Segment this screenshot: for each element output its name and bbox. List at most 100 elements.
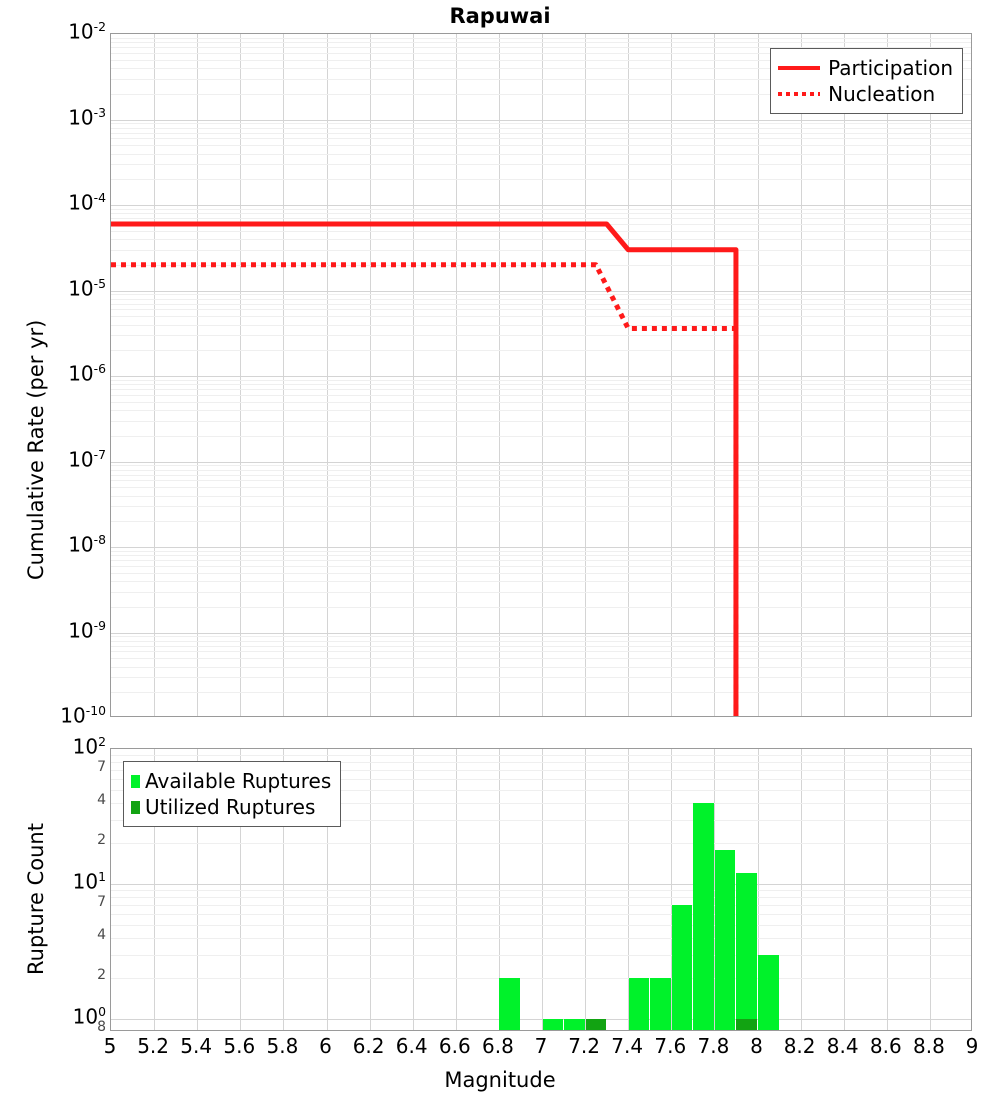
gridline-horizontal-minor [111, 350, 971, 352]
gridline-horizontal-minor [111, 249, 971, 251]
gridline-vertical [628, 34, 630, 716]
gridline-horizontal [111, 205, 971, 206]
gridline-horizontal-minor [111, 465, 971, 467]
gridline-vertical [412, 749, 414, 1030]
gridline-horizontal-minor [111, 213, 971, 215]
gridline-horizontal-minor [111, 904, 971, 906]
y-tick-label: 10-3 [68, 104, 106, 130]
y-tick-label: 10-4 [68, 190, 106, 215]
gridline-vertical [757, 749, 759, 1030]
gridline-horizontal-minor [111, 68, 971, 70]
legend-label-available-ruptures: Available Ruptures [145, 769, 332, 793]
x-axis-title: Magnitude [444, 1068, 556, 1092]
nucleation-line-icon [778, 92, 821, 96]
gridline-vertical [886, 34, 888, 716]
gridline-horizontal-minor [111, 298, 971, 300]
gridline-horizontal-minor [111, 309, 971, 311]
x-tick-label: 7.2 [568, 1034, 600, 1058]
histogram-bar [714, 849, 736, 1030]
gridline-horizontal-minor [111, 495, 971, 497]
histogram-bar [499, 978, 520, 1030]
y-tick-label-minor: 2 [97, 967, 106, 984]
gridline-horizontal-minor [111, 565, 971, 567]
x-tick-label: 6 [319, 1034, 332, 1058]
gridline-horizontal-minor [111, 153, 971, 155]
gridline-horizontal-minor [111, 42, 971, 44]
histogram-bar [736, 1018, 757, 1030]
gridline-horizontal-minor [111, 93, 971, 95]
gridline-vertical [886, 749, 888, 1030]
gridline-horizontal [111, 883, 971, 885]
gridline-vertical [240, 749, 242, 1030]
gridline-horizontal-minor [111, 521, 971, 523]
x-tick-label: 6.2 [352, 1034, 385, 1058]
x-tick-label: 8.8 [912, 1034, 945, 1058]
gridline-horizontal-minor [111, 218, 971, 220]
histogram-bar [564, 1018, 585, 1030]
gridline-vertical [542, 34, 543, 716]
gridline-horizontal [111, 547, 971, 548]
gridline-horizontal-minor [111, 394, 971, 396]
legend-label-nucleation: Nucleation [828, 82, 936, 106]
histogram-bar [585, 1018, 607, 1030]
gridline-horizontal-minor [111, 506, 971, 508]
gridline-vertical [542, 749, 543, 1030]
curve-participation [111, 221, 739, 716]
gridline-horizontal [111, 461, 971, 463]
gridline-horizontal-minor [111, 474, 971, 476]
gridline-horizontal-minor [111, 179, 971, 181]
gridline-horizontal-minor [111, 37, 971, 39]
gridline-horizontal-minor [111, 591, 971, 593]
histogram-bar [758, 954, 779, 1030]
gridline-horizontal [111, 376, 971, 377]
gridline-horizontal-minor [111, 555, 971, 557]
gridline-horizontal-minor [111, 802, 971, 804]
gridline-horizontal-minor [111, 239, 971, 241]
gridline-horizontal-minor [111, 59, 971, 61]
gridline-horizontal-minor [111, 897, 971, 899]
y-tick-label: 10-6 [68, 361, 106, 386]
gridline-horizontal-minor [111, 843, 971, 845]
gridline-vertical [843, 749, 845, 1030]
x-tick-label: 8.6 [869, 1034, 902, 1058]
gridline-vertical [800, 749, 802, 1030]
gridline-horizontal-minor [111, 138, 971, 140]
gridline-horizontal-minor [111, 335, 971, 337]
y-tick-label-minor: 2 [97, 832, 106, 849]
gridline-horizontal-minor [111, 762, 971, 764]
gridline-horizontal-minor [111, 755, 971, 757]
histogram-bar [693, 802, 714, 1030]
y-tick-label-minor: 7 [97, 758, 106, 775]
gridline-horizontal-minor [111, 294, 971, 296]
x-tick-label: 5.4 [180, 1034, 213, 1058]
gridline-vertical [197, 34, 199, 716]
y-tick-label: 10-8 [68, 532, 106, 557]
gridline-horizontal-minor [111, 78, 971, 80]
gridline-vertical [757, 34, 759, 716]
figure-title: Rapuwai [449, 4, 551, 28]
histogram-bar [628, 978, 650, 1030]
gridline-horizontal-minor [111, 978, 971, 980]
mfd-curves [111, 221, 739, 716]
histogram-bar [736, 873, 757, 1030]
gridline-vertical [326, 34, 328, 716]
participation-line-icon [778, 66, 821, 70]
gridline-vertical [498, 34, 500, 716]
gridline-horizontal-minor [111, 769, 971, 771]
legend-entry-available-ruptures: Available Ruptures [131, 768, 331, 794]
curve-nucleation [111, 262, 739, 716]
gridline-vertical [197, 749, 199, 1030]
gridline-vertical [412, 34, 414, 716]
gridline-horizontal-minor [111, 52, 971, 54]
gridline-horizontal-minor [111, 316, 971, 318]
gridline-horizontal-minor [111, 303, 971, 305]
gridline-horizontal [111, 632, 971, 634]
gridline-horizontal-minor [111, 379, 971, 381]
x-tick-label: 6.4 [395, 1034, 428, 1058]
gridline-vertical [929, 749, 931, 1030]
x-tick-label: 7.4 [611, 1034, 644, 1058]
gridline-vertical [498, 749, 500, 1030]
gridline-vertical [369, 749, 371, 1030]
gridline-horizontal-minor [111, 550, 971, 552]
gridline-horizontal-minor [111, 606, 971, 608]
